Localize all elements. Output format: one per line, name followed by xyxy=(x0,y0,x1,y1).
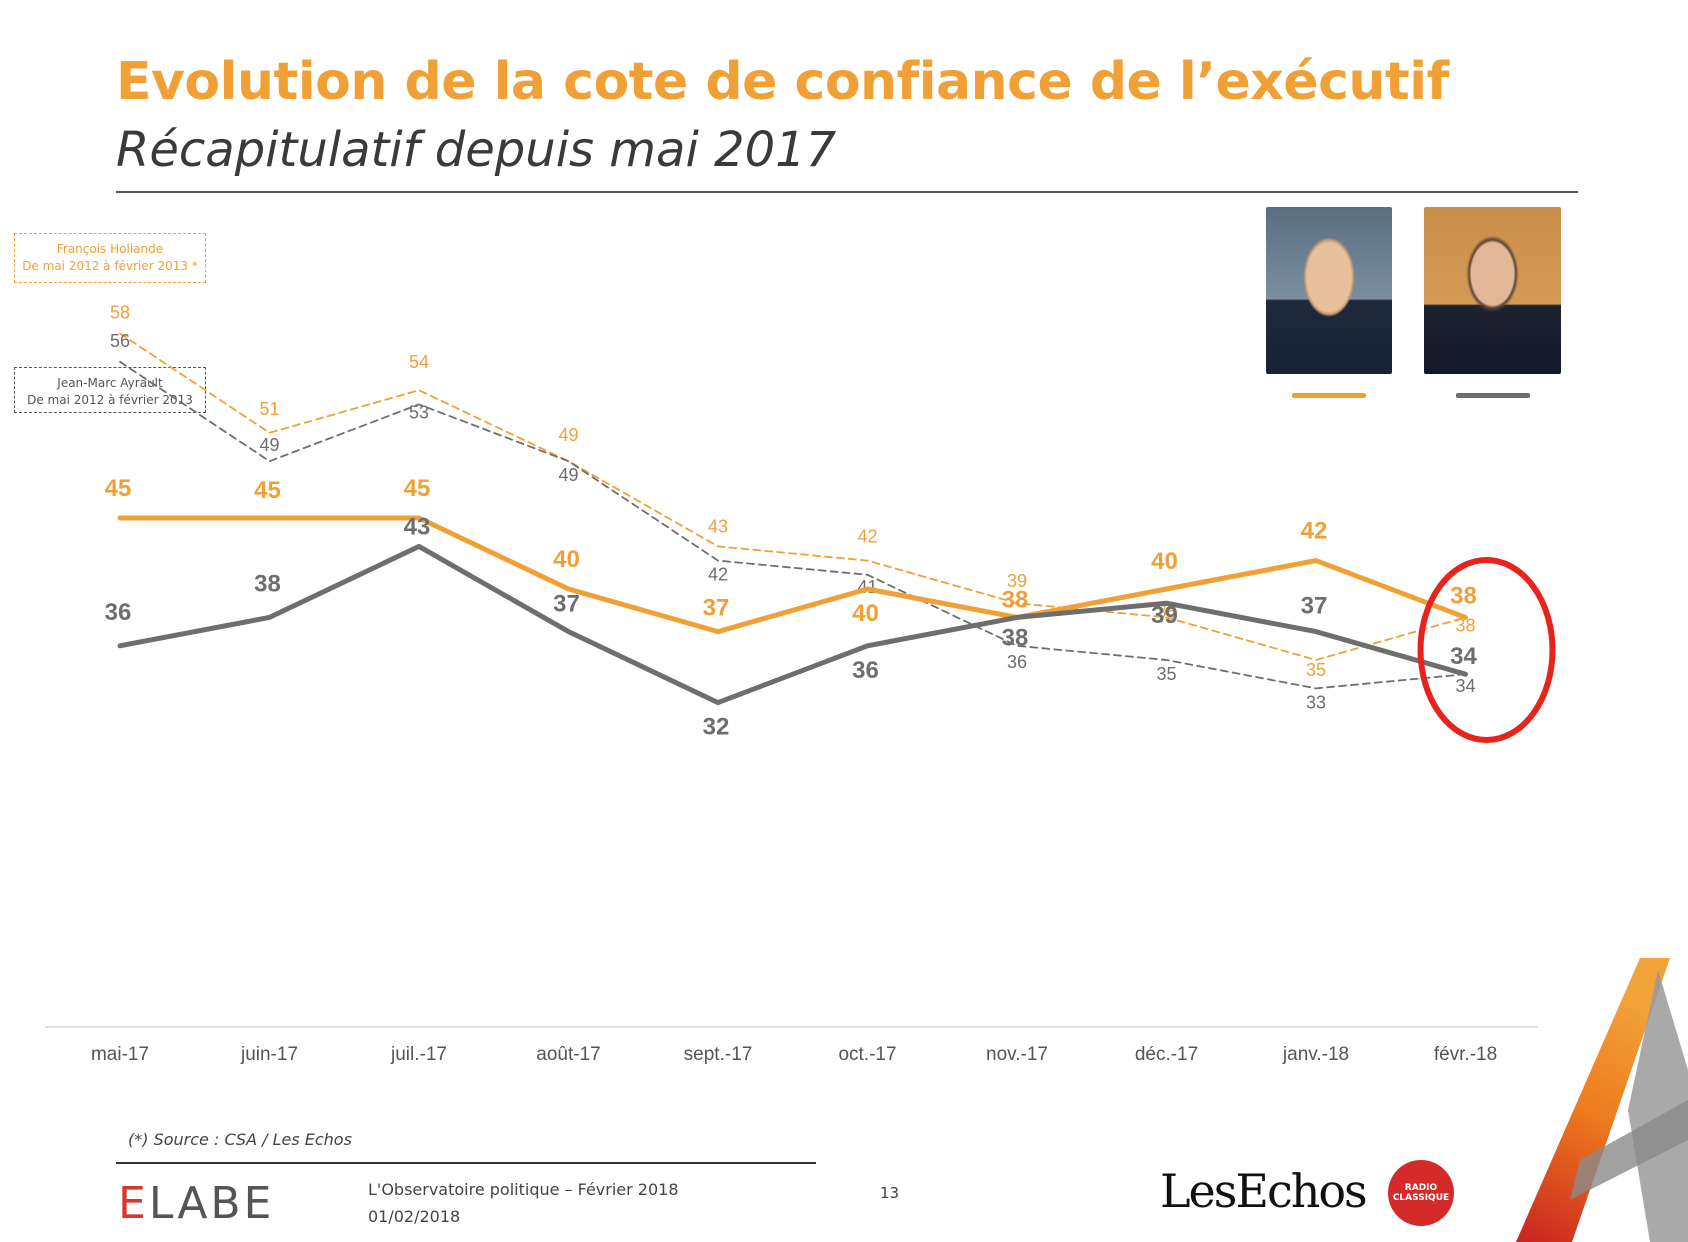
data-label: 49 xyxy=(259,435,279,455)
x-tick-label: déc.-17 xyxy=(1135,1044,1198,1065)
data-label: 37 xyxy=(553,591,580,618)
data-label: 38 xyxy=(1450,582,1477,609)
data-label: 49 xyxy=(558,465,578,485)
footer-divider xyxy=(116,1162,816,1164)
data-label: 36 xyxy=(852,657,879,684)
legend-swatch-philippe xyxy=(1456,393,1530,398)
radio-classique-logo: RADIO CLASSIQUE xyxy=(1388,1160,1454,1226)
portrait-philippe xyxy=(1424,207,1561,374)
series-line-fran-ois-hollande xyxy=(119,332,1467,661)
legend-hollande: François Hollande De mai 2012 à février … xyxy=(14,233,206,283)
chart-title: Evolution de la cote de confiance de l’e… xyxy=(116,52,1449,112)
portrait-macron xyxy=(1266,207,1392,374)
elabe-logo: ELABE xyxy=(118,1178,275,1229)
series-line-macron xyxy=(117,515,1468,635)
x-tick-label: mai-17 xyxy=(91,1044,149,1065)
x-tick-label: janv.-18 xyxy=(1282,1044,1349,1065)
data-label: 38 xyxy=(1002,586,1029,613)
legend-hollande-name: François Hollande xyxy=(56,242,164,256)
data-label: 45 xyxy=(105,475,132,502)
data-label: 51 xyxy=(259,399,279,419)
data-label: 35 xyxy=(1156,664,1176,684)
data-label: 49 xyxy=(558,425,578,445)
page-number: 13 xyxy=(880,1184,900,1202)
x-tick-label: sept.-17 xyxy=(684,1044,753,1065)
x-tick-label: févr.-18 xyxy=(1434,1044,1497,1065)
x-tick-label: oct.-17 xyxy=(838,1044,896,1065)
source-note: (*) Source : CSA / Les Echos xyxy=(128,1130,352,1149)
lesechos-logo: LesEchos xyxy=(1160,1164,1368,1218)
data-label: 32 xyxy=(703,714,730,741)
data-label: 36 xyxy=(105,599,132,626)
data-label: 42 xyxy=(1301,518,1328,545)
data-label: 42 xyxy=(708,565,728,585)
data-label: 34 xyxy=(1455,676,1475,696)
x-tick-label: nov.-17 xyxy=(986,1044,1048,1065)
data-label: 42 xyxy=(857,527,877,547)
x-tick-label: août-17 xyxy=(536,1044,600,1065)
data-label: 40 xyxy=(553,546,580,573)
data-label: 37 xyxy=(1301,593,1328,620)
series-line-jean-marc-ayrault xyxy=(119,360,1467,690)
data-label: 38 xyxy=(1002,624,1029,651)
x-tick-label: juil.-17 xyxy=(390,1044,447,1065)
data-label: 45 xyxy=(404,475,431,502)
data-label: 54 xyxy=(409,352,429,372)
data-label: 39 xyxy=(1151,602,1178,629)
highlight-circle xyxy=(1417,557,1556,743)
data-label: 58 xyxy=(110,302,130,322)
data-label: 34 xyxy=(1450,643,1477,670)
data-label: 36 xyxy=(1007,652,1027,672)
data-label: 40 xyxy=(1151,548,1178,575)
footer-date: 01/02/2018 xyxy=(368,1207,461,1226)
x-tick-label: juin-17 xyxy=(240,1044,298,1065)
data-label: 43 xyxy=(708,516,728,536)
data-label: 33 xyxy=(1306,692,1326,712)
legend-ayrault: Jean-Marc Ayrault De mai 2012 à février … xyxy=(14,367,206,413)
legend-ayrault-name: Jean-Marc Ayrault xyxy=(57,376,163,390)
legend-ayrault-period: De mai 2012 à février 2013 xyxy=(27,393,193,407)
elabe-a-logo-icon xyxy=(1516,958,1688,1242)
series-line-philippe xyxy=(117,543,1468,706)
data-label: 39 xyxy=(1007,571,1027,591)
data-label: 37 xyxy=(703,595,730,622)
legend-swatch-macron xyxy=(1292,393,1366,398)
title-divider xyxy=(116,191,1578,193)
data-label: 56 xyxy=(110,331,130,351)
legend-hollande-period: De mai 2012 à février 2013 * xyxy=(22,259,198,273)
data-label: 53 xyxy=(409,402,429,422)
data-label: 45 xyxy=(254,477,281,504)
data-label: 38 xyxy=(254,570,281,597)
footer-publication: L'Observatoire politique – Février 2018 xyxy=(368,1180,679,1199)
data-label: 40 xyxy=(852,600,879,627)
data-label: 38 xyxy=(1455,615,1475,635)
data-label: 35 xyxy=(1306,660,1326,680)
data-label: 43 xyxy=(404,513,431,540)
chart-subtitle: Récapitulatif depuis mai 2017 xyxy=(116,122,837,178)
